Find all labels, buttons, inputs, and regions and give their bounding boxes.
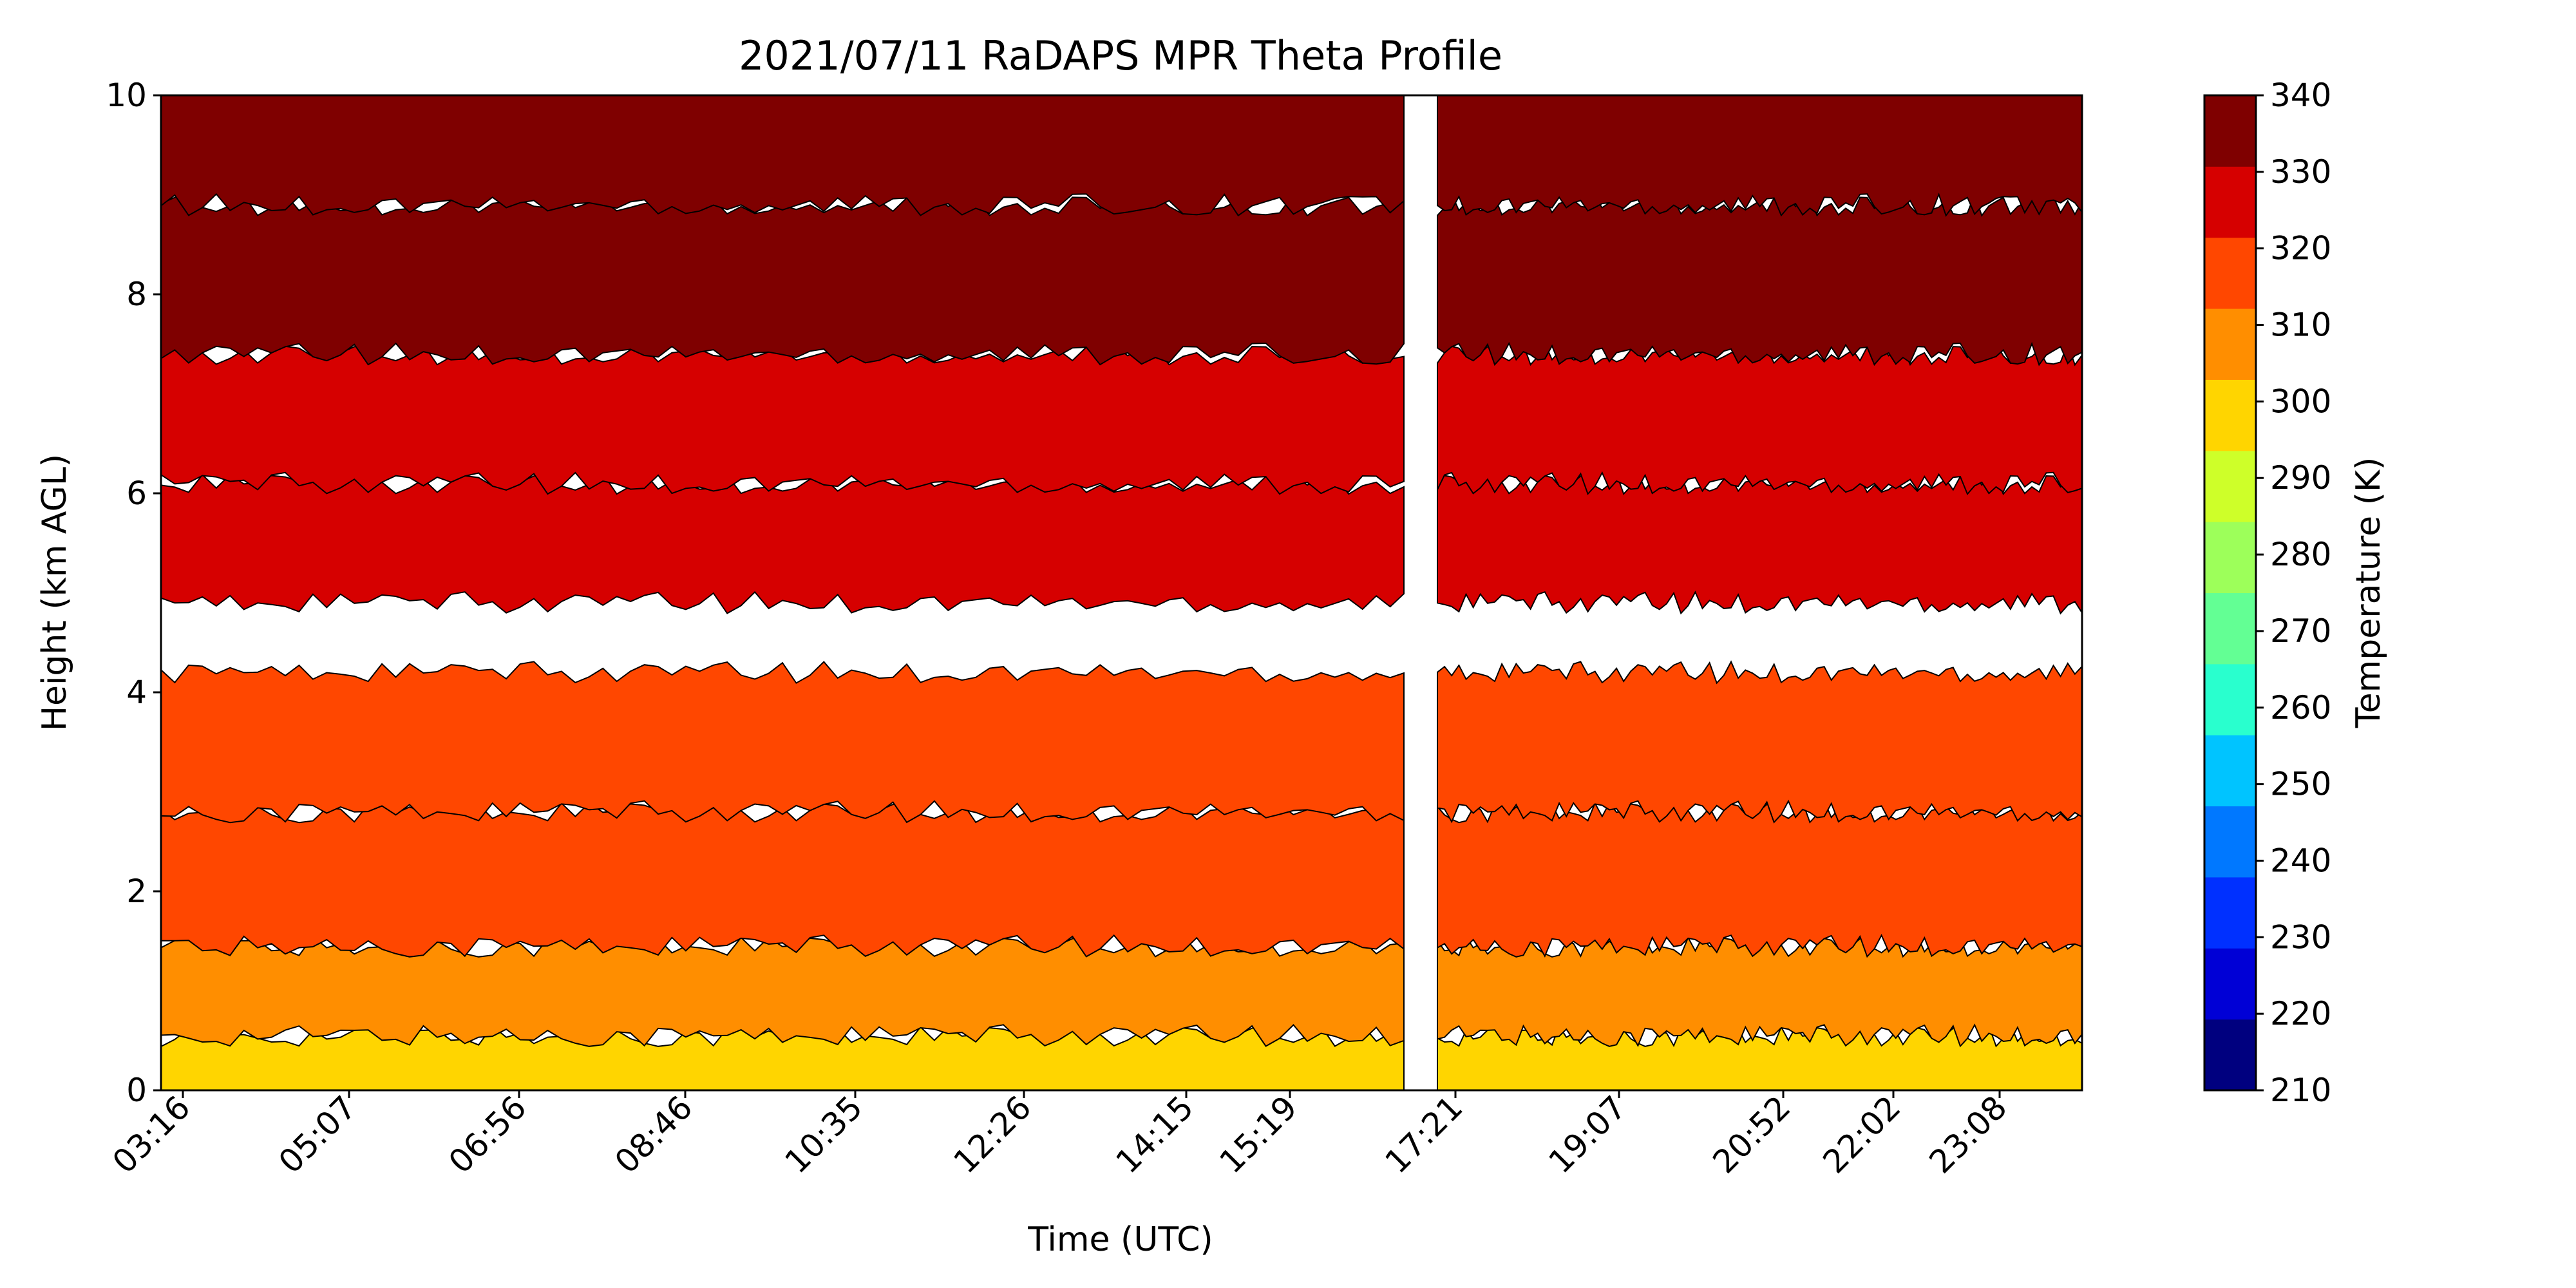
x-axis: 03:16 05:07 06:56 08:46 10:35 12:26 14:15 15:19… [106,1088,2014,1180]
colorbar-label: Temperature (K) [2349,457,2388,729]
theta-band-315-320 [1437,660,2082,824]
colorbar-tick-label: 310 [2270,307,2331,344]
colorbar-segment [2204,663,2256,735]
x-tick-label: 08:46 [608,1088,700,1180]
colorbar-tick-label: 270 [2270,612,2331,650]
colorbar-tick-label: 220 [2270,995,2331,1032]
theta-band-325-330 [1437,341,2082,495]
theta-band-310-315 [161,800,1405,958]
chart-title: 2021/07/11 RaDAPS MPR Theta Profile [739,32,1502,79]
x-tick-label: 15:19 [1213,1088,1305,1180]
colorbar-frame [2203,94,2257,1092]
x-tick-label: 20:52 [1706,1088,1798,1180]
y-tick-label: 2 [126,873,147,910]
x-tick-label: 17:21 [1378,1088,1470,1180]
colorbar-tick-label: 320 [2270,230,2331,267]
colorbar-tick-label: 240 [2270,842,2331,879]
colorbar-tick-label: 210 [2270,1072,2331,1109]
y-axis-label: Height (km AGL) [35,454,74,731]
y-tick-label: 8 [126,276,147,313]
y-tick-label: 6 [126,475,147,512]
theta-band-330-335 [161,193,1405,366]
colorbar-segment [2204,450,2256,522]
theta-band-320-325 [1437,471,2082,615]
theta-band-335-340 [161,95,1405,217]
x-tick-label: 14:15 [1109,1088,1201,1180]
colorbar-tick-label: 300 [2270,383,2331,420]
y-tick-label: 0 [126,1072,147,1109]
x-tick-label: 10:35 [778,1088,870,1180]
colorbar-segment [2204,1019,2256,1091]
colorbar-segment [2204,735,2256,807]
colorbar-segment [2204,237,2256,309]
x-tick-label: 12:26 [947,1088,1039,1180]
x-tick-label: 03:16 [106,1088,198,1180]
colorbar-tick-label: 230 [2270,918,2331,956]
theta-band-315-320 [161,661,1405,824]
x-tick-label: 06:56 [442,1088,534,1180]
colorbar-tick-label: 250 [2270,766,2331,803]
x-tick-label: 05:07 [272,1088,364,1180]
colorbar-tick-label: 330 [2270,153,2331,191]
x-axis-label: Time (UTC) [1027,1220,1213,1259]
theta-band-330-335 [1437,192,2082,366]
colorbar-tick-label: 290 [2270,459,2331,497]
theta-band-335-340 [1437,95,2082,217]
colorbar: 210 220 230 240 250 260 270 280 290 300 310 320 330 3… [2203,77,2331,1109]
theta-band-305-310 [1437,934,2082,1048]
plot-area [161,95,2082,1090]
colorbar-segment [2204,308,2256,380]
colorbar-segment [2204,379,2256,451]
plot-frame [160,94,2083,1092]
x-tick-label: 23:08 [1922,1088,2014,1180]
colorbar-tick-label: 340 [2270,77,2331,114]
colorbar-segment [2204,166,2256,238]
colorbar-segment [2204,592,2256,665]
colorbar-tick-label: 260 [2270,689,2331,726]
x-tick-label: 19:07 [1542,1088,1634,1180]
y-axis: 0 2 4 6 8 10 [106,77,161,1109]
colorbar-segment [2204,876,2256,949]
x-tick-label: 22:02 [1816,1088,1908,1180]
theta-band-310-315 [1437,799,2082,958]
y-tick-label: 4 [126,674,147,711]
y-tick-label: 10 [106,77,147,114]
colorbar-segment [2204,948,2256,1020]
colorbar-tick-label: 280 [2270,536,2331,573]
colorbar-segment [2204,95,2256,167]
colorbar-segment [2204,806,2256,878]
theta-band-320-325 [161,471,1405,614]
colorbar-segment [2204,522,2256,593]
theta-band-325-330 [161,342,1405,495]
